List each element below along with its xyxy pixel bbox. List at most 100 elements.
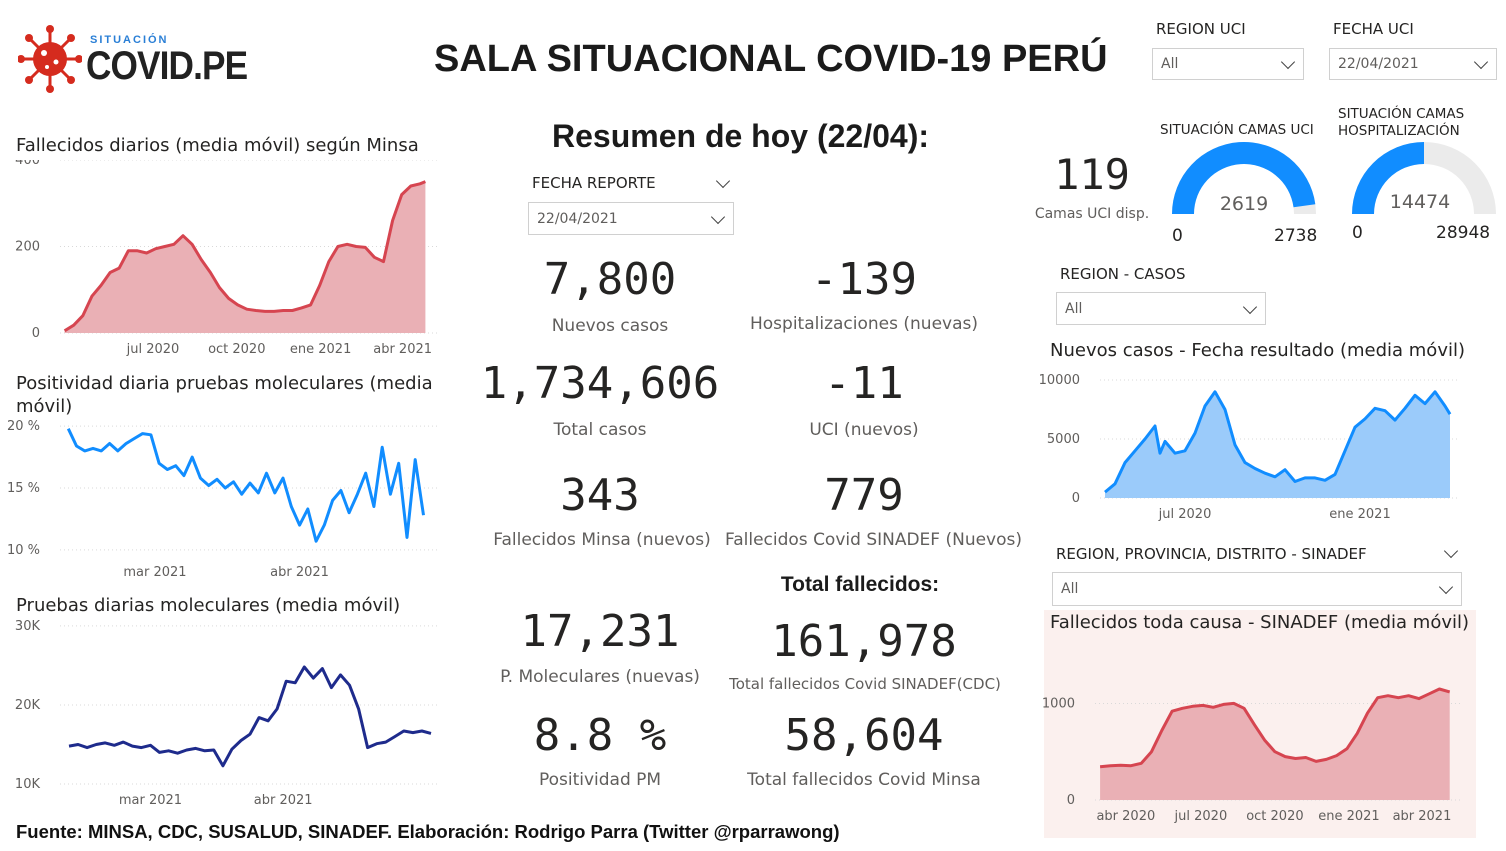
kpi-hospitalizaciones-label: Hospitalizaciones (nuevas) (750, 314, 978, 334)
logo: SITUACIÓN COVID.PE (18, 22, 248, 100)
fallecidos-chart: 0 200 400 jul 2020 oct 2020 ene 2021 abr 2021 (15, 160, 440, 357)
sinadef-chart-title: Fallecidos toda causa - SINADEF (media m… (1050, 612, 1470, 633)
y-tick-label: 5000 (1047, 432, 1080, 447)
total-fallecidos-title: Total fallecidos: (780, 573, 940, 596)
kpi-total-minsa-label: Total fallecidos Covid Minsa (747, 770, 981, 790)
region-uci-dropdown[interactable]: All (1152, 48, 1304, 80)
gauge-hosp-title: SITUACIÓN CAMAS HOSPITALIZACIÓN (1338, 106, 1488, 140)
gauge-uci (1172, 141, 1316, 214)
positividad-chart-title-text: Positividad diaria pruebas moleculares (… (16, 373, 433, 417)
sinadef-chart: 0 1000 abr 2020 jul 2020 oct 2020 ene 2021 abr… (1042, 687, 1460, 824)
footer-source: Fuente: MINSA, CDC, SUSALUD, SINADEF. El… (16, 821, 840, 842)
gauge-uci-title: SITUACIÓN CAMAS UCI (1160, 122, 1314, 138)
logo-big-text: COVID.PE (86, 44, 248, 88)
fecha-uci-dropdown[interactable]: 22/04/2021 (1329, 48, 1497, 80)
fecha-reporte-dropdown[interactable]: 22/04/2021 (528, 202, 734, 235)
chevron-down-icon[interactable] (1443, 543, 1459, 559)
fecha-reporte-label: FECHA REPORTE (532, 174, 656, 192)
kpi-uci-label: UCI (nuevos) (809, 420, 919, 440)
y-tick-label: 30K (15, 619, 41, 634)
fecha-reporte-value: 22/04/2021 (537, 210, 618, 227)
fecha-uci-label: FECHA UCI (1333, 20, 1414, 38)
y-tick-label: 20 % (7, 419, 40, 434)
y-tick-label: 10000 (1040, 373, 1080, 388)
uci-disponibles-label: Camas UCI disp. (1034, 206, 1150, 222)
kpi-total-minsa-value: 58,604 (784, 710, 944, 761)
positividad-chart: 10 % 15 % 20 % mar 2021 abr 2021 (7, 419, 440, 580)
region-sinadef-value: All (1061, 581, 1079, 597)
gauge-hosp-value: 14474 (1389, 191, 1451, 213)
kpi-total-sinadef-value: 161,978 (771, 616, 957, 667)
kpi-total-sinadef-label: Total fallecidos Covid SINADEF(CDC) (729, 675, 1001, 693)
series-line (63, 180, 426, 333)
kpi-fallecidos-sinadef-label: Fallecidos Covid SINADEF (Nuevos) (725, 530, 1023, 550)
y-tick-label: 0 (1067, 793, 1075, 808)
kpi-fallecidos-minsa-value: 343 (560, 470, 640, 521)
kpi-fallecidos-minsa-label: Fallecidos Minsa (nuevos) (493, 530, 711, 550)
region-casos-value: All (1065, 300, 1083, 317)
gauge-fill (1352, 142, 1424, 214)
pruebas-chart: 10K 20K 30K mar 2021 abr 2021 (15, 619, 440, 808)
x-tick-label: oct 2020 (208, 342, 265, 357)
y-tick-label: 1000 (1042, 696, 1075, 711)
x-tick-label: jul 2020 (1158, 507, 1212, 522)
series-line (68, 665, 432, 768)
logo-small-text: SITUACIÓN (90, 34, 169, 46)
page-title: SALA SITUACIONAL COVID-19 PERÚ (434, 38, 1108, 80)
x-tick-label: abr 2020 (1096, 809, 1155, 824)
y-tick-label: 20K (15, 698, 41, 713)
chevron-down-icon (710, 209, 726, 224)
x-tick-label: jul 2020 (1174, 809, 1228, 824)
gauge-hosp-title-text: SITUACIÓN CAMAS HOSPITALIZACIÓN (1338, 106, 1465, 139)
positividad-chart-title: Positividad diaria pruebas moleculares (… (16, 372, 446, 418)
gauge-hosp-max: 28948 (1436, 223, 1491, 243)
kpi-uci-value: -11 (824, 358, 904, 409)
series-line (1099, 687, 1451, 769)
series-area (64, 181, 426, 333)
kpi-positividad-label: Positividad PM (538, 770, 662, 790)
pruebas-chart-title: Pruebas diarias moleculares (media móvil… (16, 595, 401, 616)
series-area (1105, 391, 1450, 498)
region-uci-label: REGION UCI (1156, 20, 1246, 38)
x-tick-label: abr 2021 (1393, 809, 1452, 824)
x-tick-label: jul 2020 (126, 342, 180, 357)
x-tick-label: mar 2021 (119, 793, 182, 808)
x-tick-label: mar 2021 (123, 565, 186, 580)
fallecidos-chart-title: Fallecidos diarios (media móvil) según M… (16, 135, 419, 156)
chevron-down-icon (1473, 54, 1489, 70)
chevron-down-icon (1438, 579, 1454, 595)
region-casos-label: REGION - CASOS (1060, 265, 1186, 283)
gauge-hosp-min: 0 (1352, 223, 1363, 243)
chevron-down-icon (1242, 299, 1258, 314)
virus-icon (18, 25, 82, 93)
series-line (66, 428, 425, 543)
kpi-nuevos-casos-value: 7,800 (543, 254, 677, 305)
uci-disponibles-value: 119 (1054, 150, 1130, 199)
x-tick-label: abr 2021 (254, 793, 313, 808)
chevron-down-icon[interactable] (715, 173, 731, 189)
nuevos-casos-chart: 0 5000 10000 jul 2020 ene 2021 (1040, 373, 1460, 522)
kpi-total-casos-label: Total casos (553, 420, 647, 440)
region-casos-dropdown[interactable]: All (1056, 292, 1266, 325)
kpi-positividad-value: 8.8 % (533, 710, 667, 761)
x-tick-label: ene 2021 (290, 342, 351, 357)
gauge-uci-value: 2619 (1219, 193, 1269, 215)
y-tick-label: 0 (1072, 491, 1080, 506)
series-line (1104, 390, 1452, 494)
kpi-moleculares-value: 17,231 (520, 606, 680, 657)
region-sinadef-dropdown[interactable]: All (1052, 572, 1462, 606)
kpi-total-casos-value: 1,734,606 (480, 358, 720, 409)
series-area (1100, 689, 1450, 800)
chevron-down-icon (1280, 54, 1296, 70)
kpi-nuevos-casos-label: Nuevos casos (551, 316, 669, 336)
region-sinadef-label: REGION, PROVINCIA, DISTRITO - SINADEF (1056, 545, 1367, 563)
y-tick-label: 400 (15, 160, 40, 168)
fecha-uci-value: 22/04/2021 (1338, 56, 1419, 72)
nuevos-casos-chart-title: Nuevos casos - Fecha resultado (media mó… (1050, 340, 1465, 361)
kpi-moleculares-label: P. Moleculares (nuevas) (500, 667, 700, 687)
gauge-uci-max: 2738 (1274, 226, 1318, 246)
region-uci-value: All (1161, 56, 1179, 72)
summary-title: Resumen de hoy (22/04): (552, 118, 929, 154)
x-tick-label: abr 2021 (270, 565, 329, 580)
y-tick-label: 10 % (7, 543, 40, 558)
